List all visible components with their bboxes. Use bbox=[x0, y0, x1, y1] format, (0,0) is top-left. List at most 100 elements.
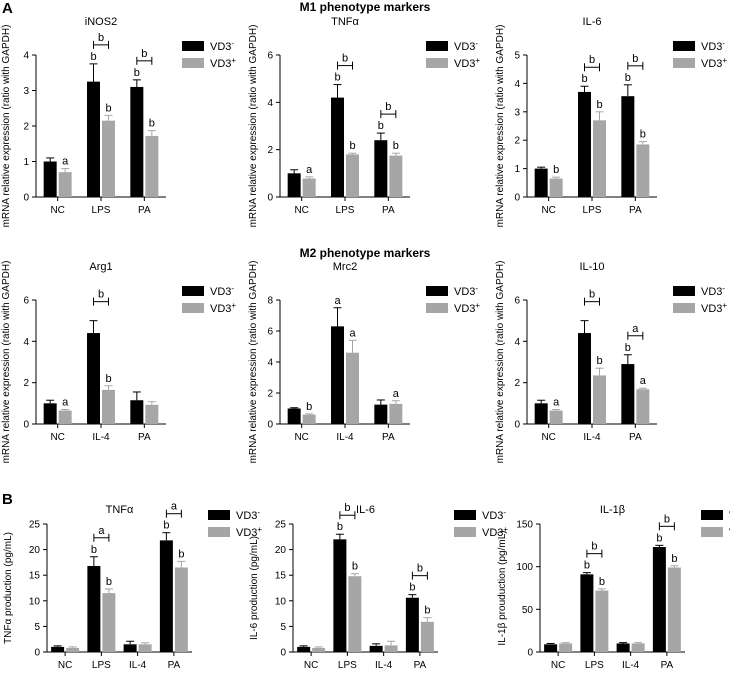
bar-vd3-plus bbox=[145, 135, 159, 197]
bar-vd3-minus bbox=[333, 539, 347, 652]
significance-label: b bbox=[640, 129, 646, 141]
bar-vd3-minus bbox=[297, 646, 311, 652]
legend-superscript: + bbox=[722, 301, 727, 310]
chart-title: TNFα bbox=[331, 16, 359, 28]
bar-vd3-minus bbox=[123, 644, 137, 652]
legend-vd3-minus-label: VD3- bbox=[210, 39, 234, 53]
y-tick-label: 100 bbox=[516, 562, 533, 573]
y-tick-label: 6 bbox=[514, 296, 520, 307]
y-tick-label: 4 bbox=[23, 337, 29, 348]
bracket-label: b bbox=[98, 289, 104, 301]
bar-vd3-minus bbox=[534, 168, 548, 197]
y-tick-label: 20 bbox=[29, 545, 41, 556]
significance-label: a bbox=[62, 156, 69, 168]
bar-vd3-plus bbox=[549, 178, 563, 197]
legend-vd3-plus-label: VD3+ bbox=[454, 301, 480, 315]
y-axis-label: mRNA relative expression (ratio with GAP… bbox=[1, 261, 12, 464]
legend-superscript: - bbox=[257, 508, 260, 517]
legend-text: VD3 bbox=[454, 41, 475, 53]
y-axis-label: TNFα production (pg/mL) bbox=[3, 532, 14, 644]
y-tick-label: 2 bbox=[514, 378, 520, 389]
bar-vd3-minus bbox=[331, 326, 344, 424]
bracket-label: a bbox=[632, 323, 639, 335]
bar-vd3-plus bbox=[636, 144, 650, 197]
y-tick-label: 0 bbox=[34, 648, 40, 659]
y-tick-label: 4 bbox=[267, 358, 273, 369]
significance-label: b bbox=[178, 548, 184, 560]
bar-vd3-minus bbox=[43, 403, 57, 424]
legend-vd3-minus-swatch bbox=[426, 41, 448, 51]
legend-vd3-minus-swatch bbox=[701, 510, 723, 520]
x-tick-label: NC bbox=[541, 205, 555, 216]
x-tick-label: NC bbox=[541, 432, 555, 443]
significance-label: a bbox=[349, 327, 356, 339]
y-tick-label: 8 bbox=[267, 296, 273, 307]
legend-vd3-minus-swatch bbox=[673, 41, 695, 51]
y-tick-label: 1 bbox=[514, 164, 520, 175]
x-tick-label: NC bbox=[551, 660, 565, 671]
legend-vd3-plus-swatch bbox=[208, 527, 230, 537]
y-tick-label: 2 bbox=[514, 136, 520, 147]
y-axis-label: IL-1β prouduction (pg/mL) bbox=[497, 530, 508, 645]
x-tick-label: NC bbox=[304, 660, 318, 671]
y-tick-label: 10 bbox=[29, 596, 41, 607]
significance-label: b bbox=[599, 576, 605, 588]
panel-b-label: B bbox=[2, 491, 13, 508]
bar-vd3-minus bbox=[87, 333, 100, 424]
x-tick-label: PA bbox=[138, 432, 151, 443]
bracket-label: b bbox=[342, 53, 348, 65]
legend-vd3-plus-swatch bbox=[454, 527, 476, 537]
legend-text: VD3 bbox=[454, 58, 475, 70]
bar-vd3-minus bbox=[369, 645, 383, 652]
m1-header: M1 phenotype markers bbox=[300, 0, 431, 14]
y-tick-label: 0 bbox=[267, 193, 273, 204]
legend-vd3-plus-swatch bbox=[182, 58, 204, 68]
significance-label: b bbox=[334, 72, 340, 84]
y-tick-label: 15 bbox=[29, 571, 41, 582]
legend-vd3-plus-swatch bbox=[426, 58, 448, 68]
significance-label: b bbox=[625, 342, 631, 354]
bar-vd3-minus bbox=[159, 540, 173, 652]
legend-vd3-minus-swatch bbox=[208, 510, 230, 520]
y-axis-label: mRNA relative expression (ratio with GAP… bbox=[1, 25, 12, 228]
bar-vd3-minus bbox=[534, 403, 548, 424]
x-tick-label: LPS bbox=[585, 660, 604, 671]
x-tick-label: NC bbox=[58, 660, 72, 671]
x-tick-label: IL-4 bbox=[583, 432, 601, 443]
legend-vd3-minus-label: VD3- bbox=[701, 39, 725, 53]
chart-mrc2: Mrc2 mRNA relative expression (ratio with… bbox=[248, 261, 480, 464]
y-tick-label: 0 bbox=[23, 420, 29, 431]
y-tick-label: 2 bbox=[267, 389, 273, 400]
legend-vd3-minus-label: VD3- bbox=[454, 284, 478, 298]
y-tick-label: 20 bbox=[275, 545, 287, 556]
bracket-label: b bbox=[664, 513, 670, 525]
bar-vd3-minus bbox=[331, 97, 344, 197]
bar-vd3-plus bbox=[549, 410, 563, 424]
legend-vd3-plus-label: VD3+ bbox=[482, 525, 508, 539]
bar-vd3-minus bbox=[405, 597, 419, 652]
significance-label: b bbox=[581, 73, 587, 85]
legend-superscript: + bbox=[257, 525, 262, 534]
bar-vd3-plus bbox=[346, 352, 359, 424]
chart-il6_m1: IL-6 mRNA relative expression (ratio with… bbox=[495, 16, 727, 227]
y-axis-label: mRNA relative expression (ratio with GAP… bbox=[248, 25, 259, 228]
legend-text: VD3 bbox=[454, 286, 475, 298]
y-tick-label: 5 bbox=[34, 622, 40, 633]
legend-superscript: + bbox=[475, 301, 480, 310]
significance-label: b bbox=[553, 164, 559, 176]
y-tick-label: 150 bbox=[516, 520, 533, 531]
bracket-label: b bbox=[141, 48, 147, 60]
legend-text: VD3 bbox=[701, 303, 722, 315]
bar-vd3-plus bbox=[66, 647, 80, 652]
bar-vd3-minus bbox=[621, 364, 635, 424]
legend-text: VD3 bbox=[482, 527, 503, 539]
legend-text: VD3 bbox=[210, 286, 231, 298]
chart-title: IL-10 bbox=[579, 261, 604, 273]
y-axis-label: mRNA relative expression (ratio with GAP… bbox=[495, 261, 506, 464]
chart-title: Arg1 bbox=[89, 261, 112, 273]
x-tick-label: IL-4 bbox=[129, 660, 147, 671]
chart-inos2: iNOS2 mRNA relative expression (ratio wit… bbox=[1, 16, 236, 227]
y-tick-label: 5 bbox=[280, 622, 286, 633]
bracket-label: b bbox=[98, 32, 104, 44]
significance-label: a bbox=[640, 375, 647, 387]
